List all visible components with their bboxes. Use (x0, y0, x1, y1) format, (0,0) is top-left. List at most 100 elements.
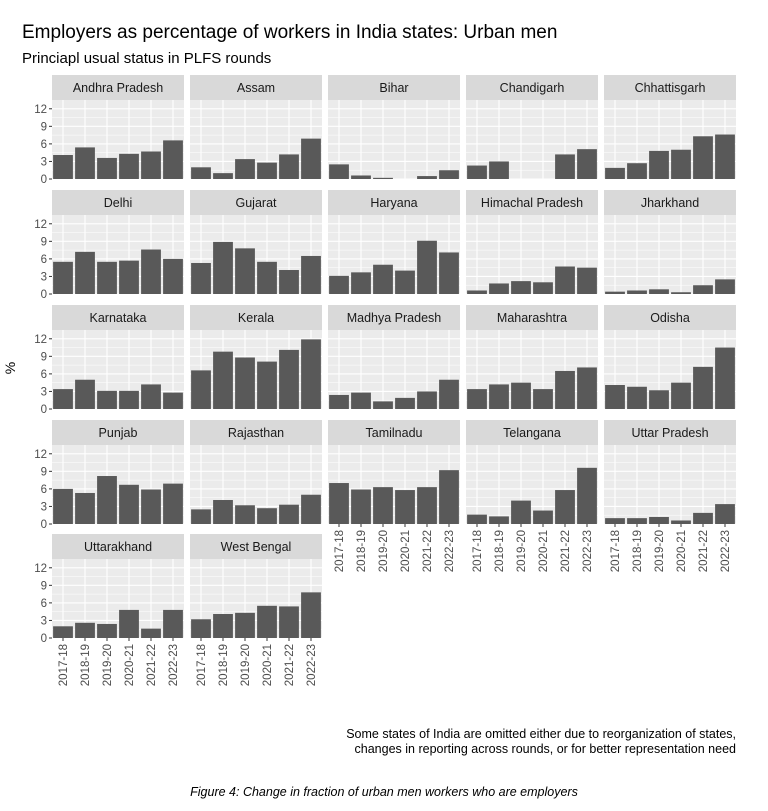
y-tick-label: 9 (41, 466, 47, 478)
facet-strip (190, 190, 322, 215)
bar (649, 289, 669, 294)
bar (467, 389, 487, 409)
facet-strip (604, 420, 736, 445)
bar (53, 389, 73, 409)
x-tick-label: 2022-23 (306, 644, 318, 686)
bar (301, 255, 321, 294)
bar (301, 339, 321, 409)
x-tick-label: 2022-23 (444, 530, 456, 572)
x-tick-label: 2017-18 (334, 530, 346, 572)
y-tick-label: 9 (41, 351, 47, 363)
bar (373, 401, 393, 409)
bar (627, 386, 647, 409)
bar (75, 251, 95, 294)
facet-strip (52, 190, 184, 215)
footnote-line-2: changes in reporting across rounds, or f… (354, 742, 736, 756)
facet-strip (190, 305, 322, 330)
y-tick-label: 6 (41, 139, 47, 151)
x-tick-label: 2018-19 (356, 530, 368, 572)
y-tick-label: 12 (34, 449, 47, 461)
bar (257, 162, 277, 179)
facet-strip (466, 75, 598, 100)
bar (533, 282, 553, 294)
facet-strip (466, 190, 598, 215)
bar (467, 514, 487, 524)
bar (351, 175, 371, 179)
panel-background (190, 559, 322, 638)
x-tick-label: 2019-20 (654, 530, 666, 572)
x-tick-label: 2018-19 (80, 644, 92, 686)
bar (301, 494, 321, 524)
bar (693, 366, 713, 409)
facet-strip (190, 420, 322, 445)
y-tick-label: 12 (34, 563, 47, 575)
bar (257, 361, 277, 409)
y-tick-label: 9 (41, 580, 47, 592)
facet-panel: Odisha (604, 305, 736, 410)
facet-strip-label: Telangana (503, 426, 561, 440)
bar (555, 266, 575, 294)
x-tick-label: 2022-23 (168, 644, 180, 686)
bar (533, 510, 553, 524)
bar (97, 623, 117, 638)
bar (53, 488, 73, 524)
bar (97, 476, 117, 524)
y-tick-label: 3 (41, 501, 47, 513)
bar (417, 487, 437, 524)
bar (235, 357, 255, 409)
bar (373, 177, 393, 179)
panel-background (466, 330, 598, 409)
bar (605, 518, 625, 524)
bar (141, 384, 161, 409)
bar (533, 389, 553, 409)
x-tick-label: 2022-23 (720, 530, 732, 572)
facet-panel: Punjab (52, 420, 184, 525)
x-tick-label: 2020-21 (400, 530, 412, 572)
bar (163, 609, 183, 638)
bar (75, 379, 95, 409)
bar (141, 628, 161, 638)
bar (119, 153, 139, 179)
x-tick-label: 2021-22 (560, 530, 572, 572)
x-tick-label: 2017-18 (196, 644, 208, 686)
facet-strip (466, 420, 598, 445)
facet-panel: Telangana (466, 420, 598, 525)
panel-background (52, 445, 184, 524)
bar (279, 154, 299, 179)
bar (97, 157, 117, 179)
bar (163, 392, 183, 409)
bar (693, 512, 713, 524)
facet-strip (190, 534, 322, 559)
bar (439, 252, 459, 294)
bar (279, 606, 299, 638)
x-tick-label: 2020-21 (538, 530, 550, 572)
panel-background (328, 215, 460, 294)
facet-strip-label: Rajasthan (228, 426, 284, 440)
facet-strip-label: Kerala (238, 311, 274, 325)
facet-strip-label: Chandigarh (500, 81, 565, 95)
bar (555, 154, 575, 179)
bar (605, 291, 625, 294)
bar (649, 390, 669, 409)
bar (235, 505, 255, 524)
bar (555, 370, 575, 409)
chart-subtitle: Princiapl usual status in PLFS rounds (22, 50, 272, 67)
bar (75, 492, 95, 524)
bar (329, 483, 349, 524)
bar (329, 164, 349, 179)
facet-panel: Delhi (52, 190, 184, 295)
bar (191, 262, 211, 294)
bar (301, 138, 321, 179)
y-tick-label: 9 (41, 236, 47, 248)
bar (627, 163, 647, 179)
facet-strip-label: Maharashtra (497, 311, 567, 325)
y-tick-label: 0 (41, 633, 47, 645)
panel-background (190, 330, 322, 409)
facet-strip (52, 534, 184, 559)
bar (715, 504, 735, 524)
bar (329, 275, 349, 294)
bar (213, 614, 233, 638)
bar (511, 500, 531, 524)
y-tick-label: 3 (41, 386, 47, 398)
